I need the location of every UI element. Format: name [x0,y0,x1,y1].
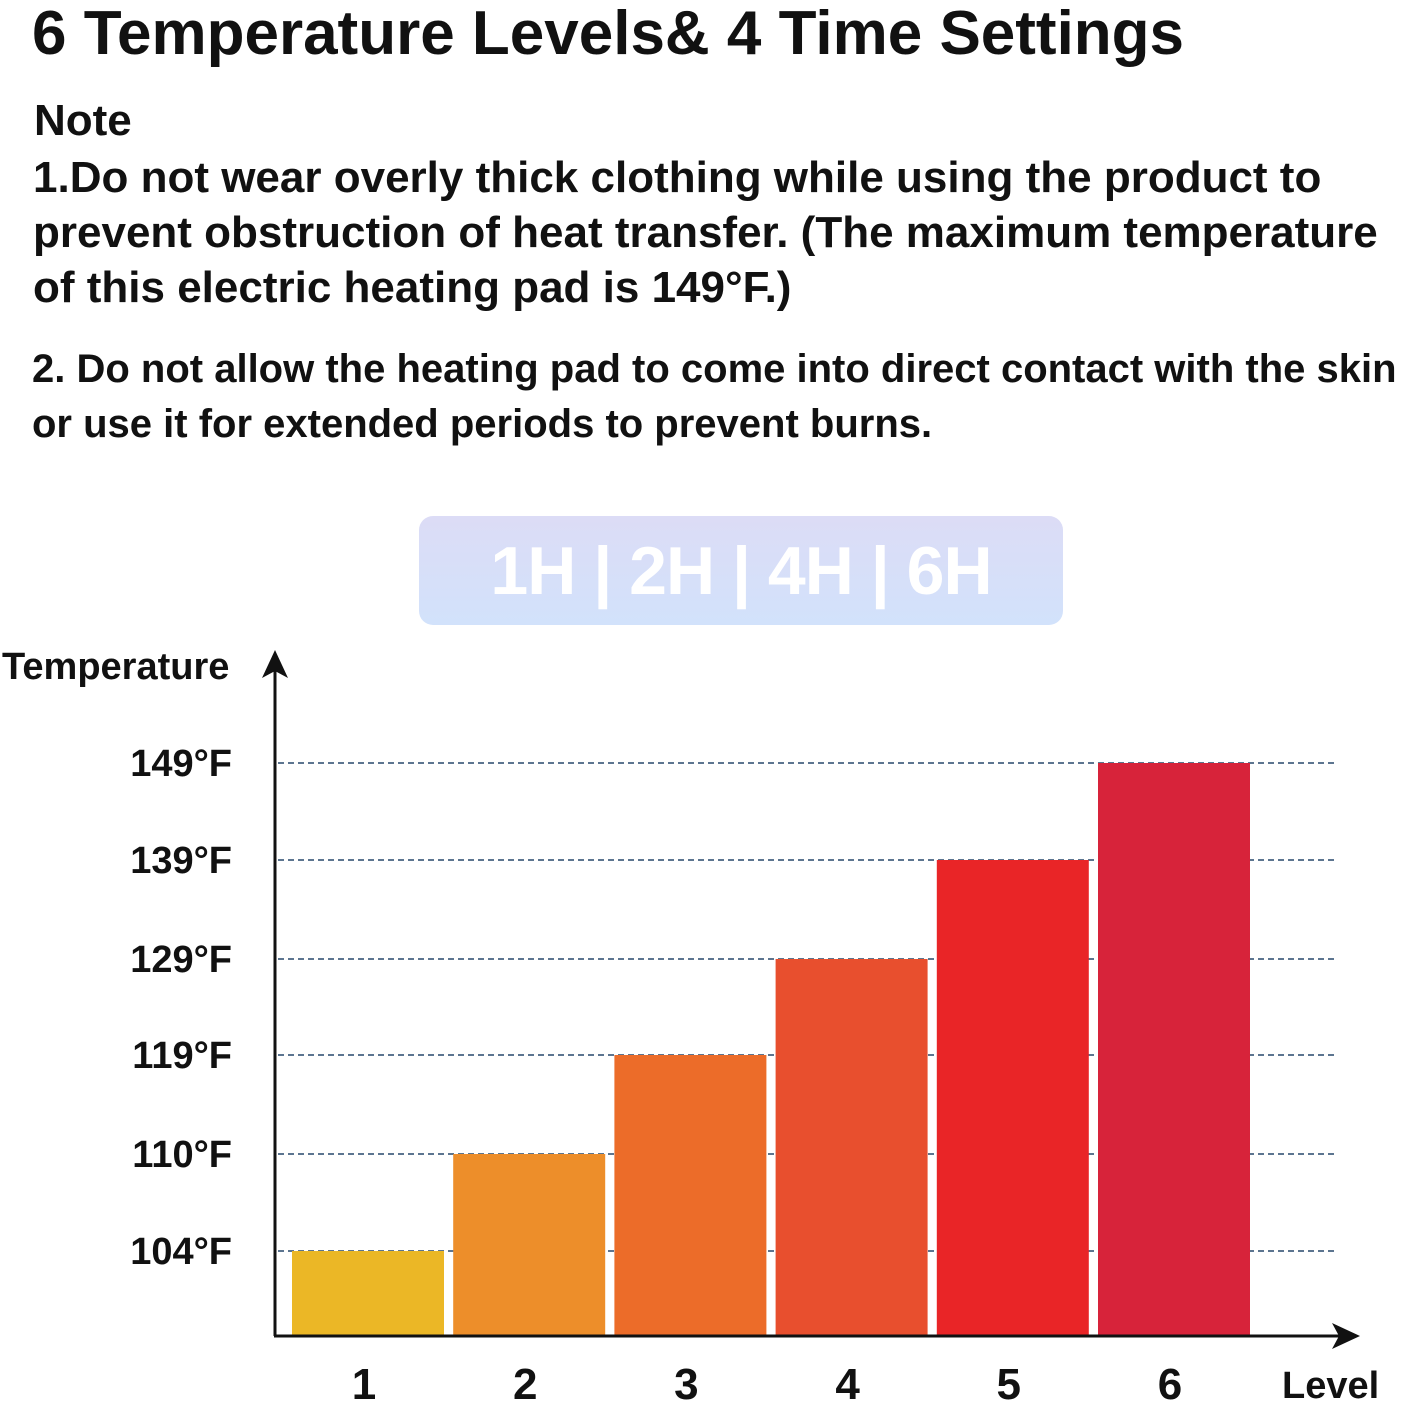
x-tick-label: 5 [997,1360,1021,1404]
y-tick-label: 119°F [132,1035,232,1077]
x-tick-label: 3 [674,1360,698,1404]
time-settings-banner: 1H | 2H | 4H | 6H [419,516,1063,625]
tick-labels: 104°F 110°F 119°F 129°F 139°F 149°F 1 2 3 4 5 6 [130,743,1182,1404]
x-axis-title: Level [1282,1365,1379,1404]
y-tick-label: 104°F [130,1231,232,1273]
y-tick-label: 110°F [132,1134,232,1176]
x-tick-label: 1 [352,1360,376,1404]
axes: Temperature Level [2,646,1379,1404]
bar-level-6 [1098,763,1250,1336]
y-axis-title: Temperature [2,646,229,688]
note-item-2: 2. Do not allow the heating pad to come … [32,347,1397,446]
bars [292,763,1250,1336]
x-tick-label: 2 [513,1360,537,1404]
bar-level-1 [292,1251,444,1336]
y-tick-label: 149°F [130,743,232,785]
x-tick-label: 6 [1158,1360,1182,1404]
x-tick-label: 4 [835,1360,860,1404]
y-tick-label: 129°F [130,939,232,981]
bar-level-5 [936,860,1089,1336]
x-axis-arrow-icon [1332,1323,1360,1349]
bar-level-3 [614,1055,767,1336]
note-heading: Note [34,96,132,145]
temperature-level-chart: Temperature Level 104°F110°F119°F129°F13… [2,646,1379,1404]
y-axis-arrow-icon [262,650,288,678]
time-settings-label: 1H | 2H | 4H | 6H [490,532,992,609]
bar-level-2 [453,1154,606,1336]
y-tick-label: 139°F [130,840,232,882]
bar-level-4 [775,959,928,1336]
page-title: 6 Temperature Levels& 4 Time Settings [32,0,1185,68]
note-item-1: 1.Do not wear overly thick clothing whil… [33,153,1378,312]
